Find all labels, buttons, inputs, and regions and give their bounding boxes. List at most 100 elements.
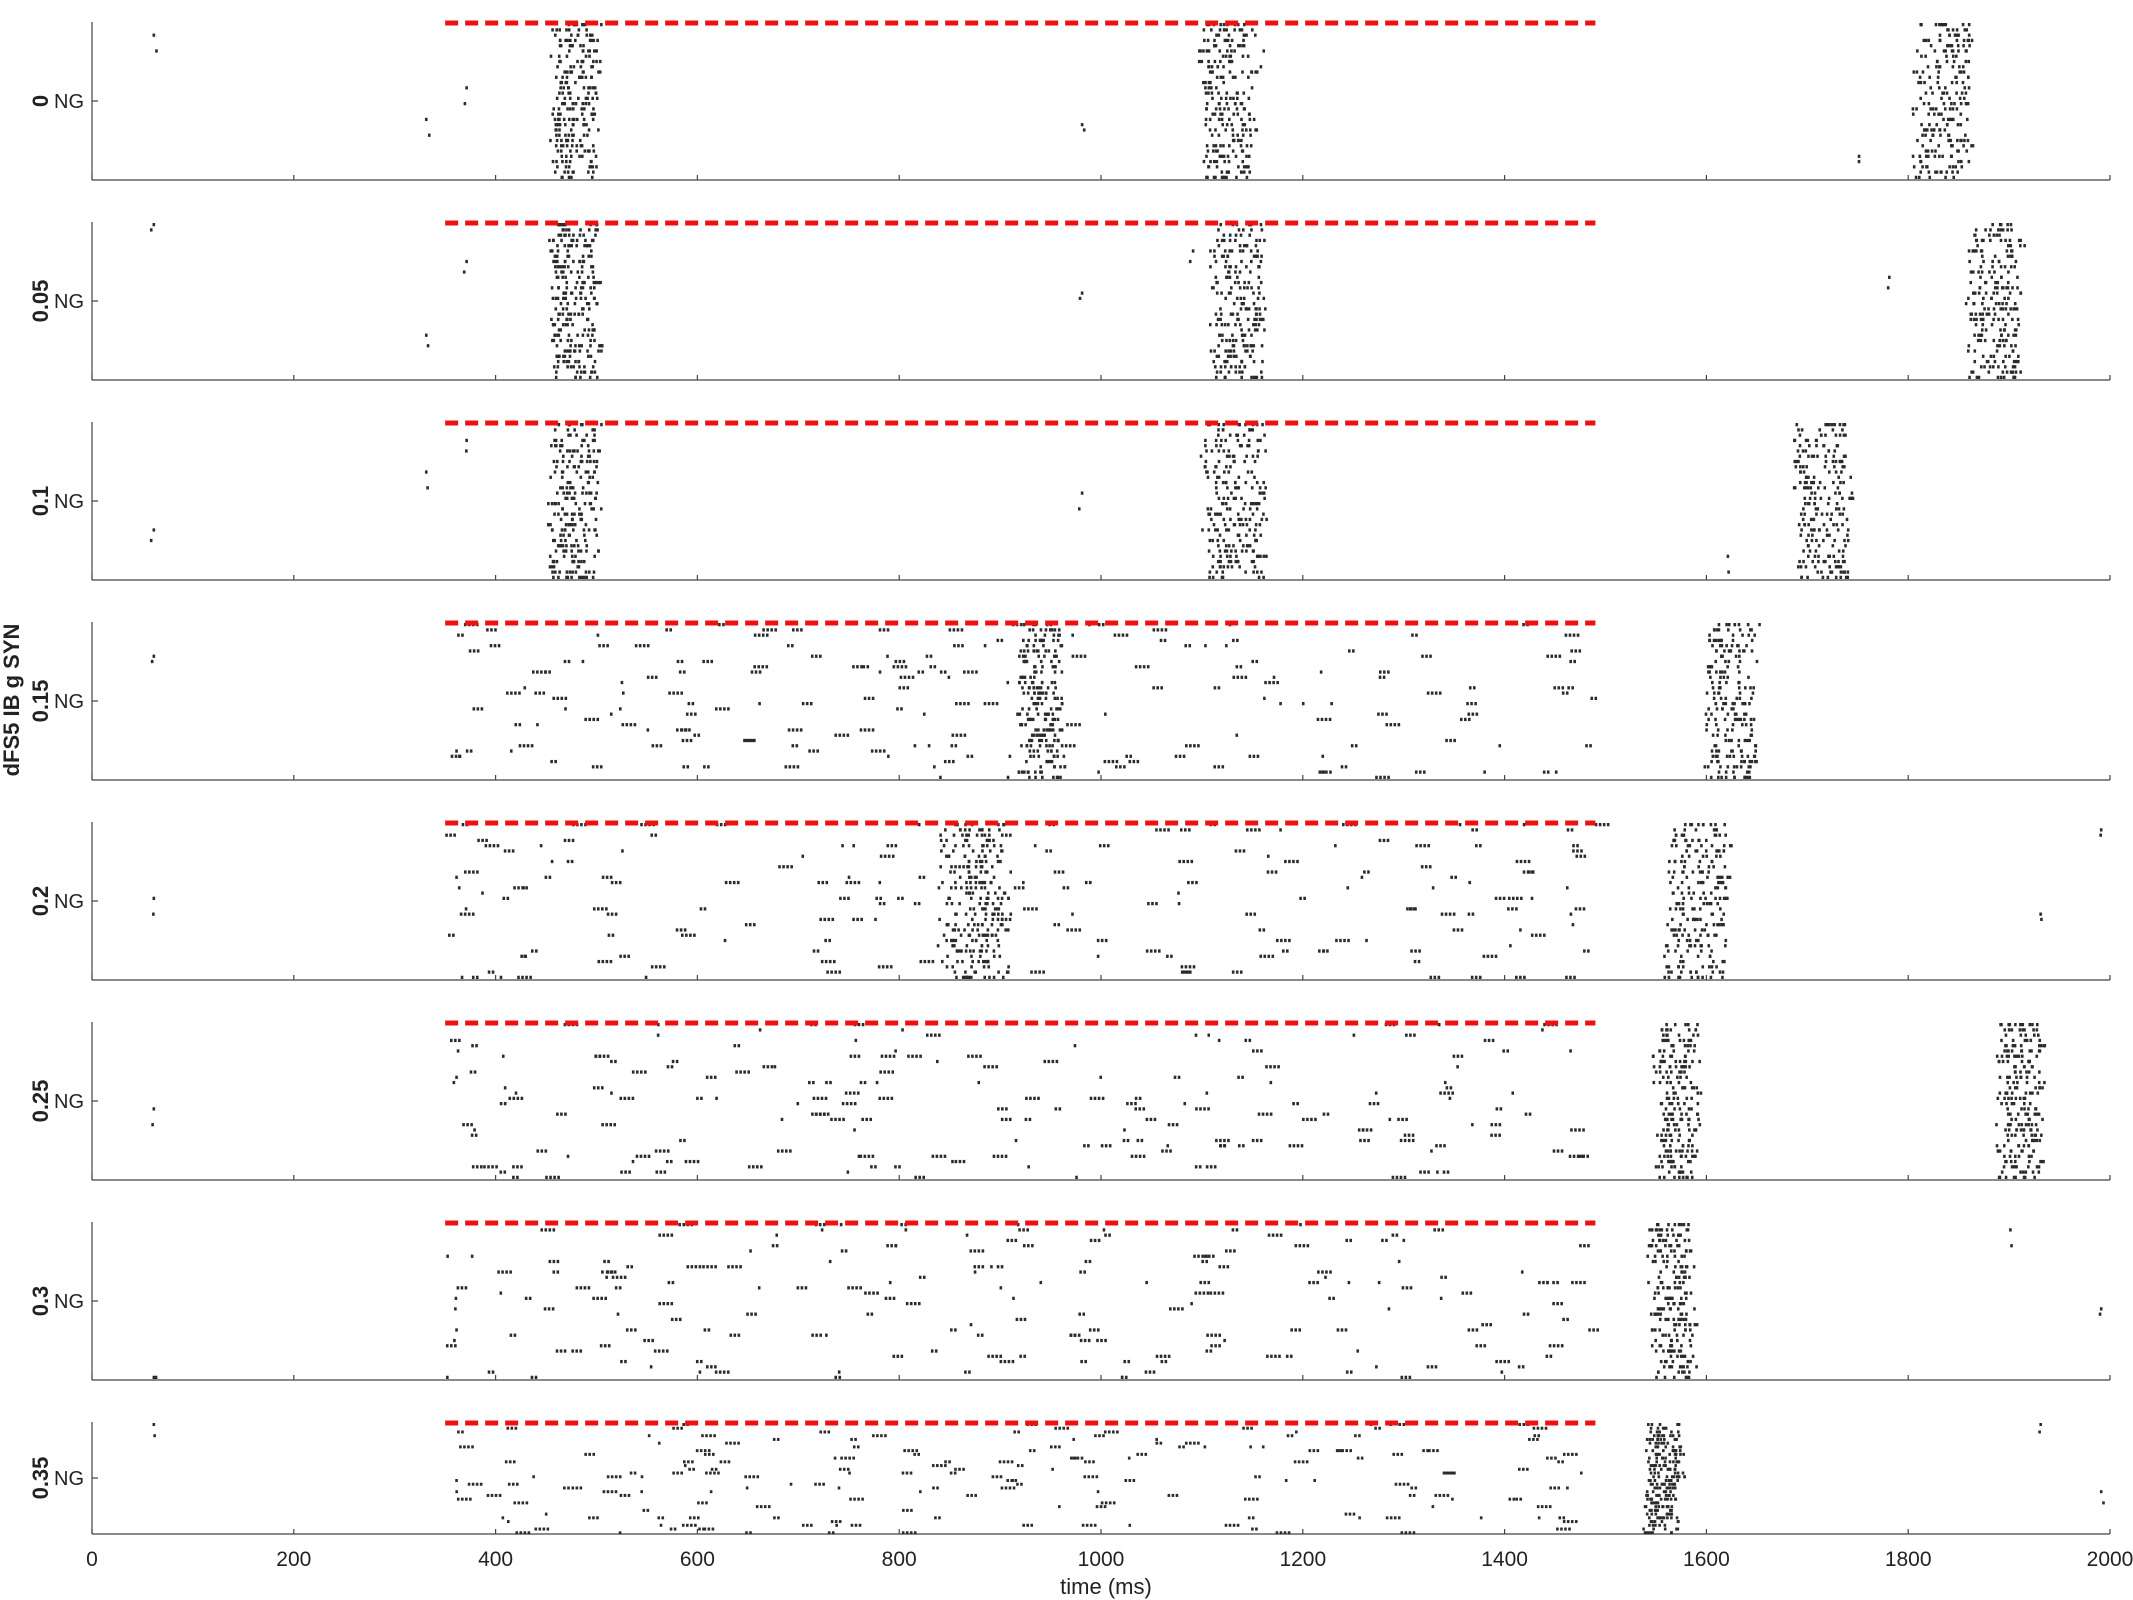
spike-mark bbox=[1991, 265, 1994, 269]
spike-mark bbox=[1421, 654, 1424, 658]
spike-mark bbox=[1219, 365, 1223, 369]
spike-mark bbox=[1749, 717, 1753, 722]
spike-mark bbox=[2014, 333, 2018, 337]
spike-mark bbox=[1265, 554, 1268, 558]
spike-mark bbox=[1975, 317, 1978, 322]
spike-mark bbox=[1830, 423, 1834, 427]
spike-mark bbox=[560, 475, 564, 479]
spike-mark bbox=[516, 1175, 519, 1179]
spike-mark bbox=[2038, 1044, 2041, 1048]
spike-mark bbox=[983, 644, 987, 648]
spike-mark bbox=[595, 59, 598, 64]
spike-mark bbox=[453, 833, 456, 837]
spike-mark bbox=[566, 107, 569, 111]
spike-mark bbox=[808, 1080, 811, 1085]
spike-mark bbox=[1242, 333, 1246, 337]
spike-mark bbox=[1675, 1123, 1679, 1127]
spike-mark bbox=[1715, 723, 1718, 727]
spike-mark bbox=[2002, 328, 2006, 332]
spike-mark bbox=[514, 723, 518, 727]
spike-mark bbox=[1004, 928, 1007, 932]
spike-mark bbox=[1274, 870, 1278, 874]
spike-mark bbox=[465, 749, 469, 753]
spike-mark bbox=[709, 1075, 713, 1079]
spike-mark bbox=[590, 238, 594, 243]
spike-mark bbox=[1695, 849, 1699, 853]
spike-mark bbox=[1655, 1223, 1659, 1227]
spike-mark bbox=[1701, 965, 1705, 969]
spike-mark bbox=[586, 470, 590, 474]
spike-mark bbox=[1228, 70, 1232, 74]
spike-mark bbox=[2022, 1065, 2026, 1069]
spike-mark bbox=[1809, 486, 1813, 490]
spike-mark bbox=[1083, 654, 1087, 658]
spike-mark bbox=[1241, 54, 1245, 58]
spike-mark bbox=[597, 128, 600, 132]
spike-mark bbox=[1810, 538, 1814, 543]
spike-mark bbox=[535, 949, 538, 953]
spike-mark bbox=[565, 75, 569, 79]
spike-mark bbox=[890, 1096, 894, 1100]
spike-mark bbox=[557, 54, 561, 58]
spike-mark bbox=[1723, 823, 1727, 827]
spike-mark bbox=[591, 117, 595, 122]
spike-mark bbox=[1080, 123, 1084, 127]
spike-mark bbox=[559, 444, 562, 448]
spike-mark bbox=[878, 902, 882, 906]
spike-mark bbox=[2035, 1023, 2039, 1027]
spike-mark bbox=[1722, 912, 1725, 916]
spike-mark bbox=[1467, 712, 1471, 716]
spike-mark bbox=[594, 91, 598, 95]
spike-mark bbox=[1681, 1144, 1685, 1148]
spike-mark bbox=[1744, 723, 1748, 727]
spike-mark bbox=[580, 59, 584, 64]
spike-mark bbox=[585, 549, 588, 553]
spike-mark bbox=[1226, 154, 1230, 158]
spike-mark bbox=[1724, 886, 1728, 890]
spike-mark bbox=[1804, 475, 1808, 479]
spike-mark bbox=[2028, 1102, 2032, 1106]
spike-mark bbox=[1721, 880, 1725, 885]
spike-mark bbox=[1982, 238, 1985, 243]
spike-mark bbox=[578, 233, 582, 237]
spike-mark bbox=[856, 917, 859, 922]
spike-mark bbox=[561, 454, 565, 458]
spike-mark bbox=[609, 1123, 612, 1127]
spike-mark bbox=[1365, 1128, 1369, 1132]
spike-mark bbox=[1822, 559, 1826, 564]
spike-mark bbox=[1234, 559, 1238, 564]
spike-mark bbox=[635, 1154, 639, 1158]
spike-mark bbox=[1048, 744, 1051, 748]
spike-mark bbox=[1676, 1096, 1680, 1100]
spike-mark bbox=[1055, 654, 1058, 658]
spike-mark bbox=[1252, 359, 1256, 364]
spike-mark bbox=[960, 628, 964, 632]
spike-mark bbox=[1236, 512, 1240, 516]
spike-mark bbox=[1851, 496, 1855, 500]
spike-mark bbox=[1572, 844, 1575, 848]
spike-mark bbox=[1043, 654, 1046, 658]
spike-mark bbox=[1698, 907, 1702, 911]
spike-mark bbox=[1251, 512, 1255, 516]
spike-mark bbox=[1217, 1038, 1221, 1043]
spike-mark bbox=[949, 870, 952, 874]
spike-mark bbox=[573, 302, 577, 306]
spike-mark bbox=[2006, 228, 2009, 232]
spike-mark bbox=[1726, 728, 1729, 732]
spike-mark bbox=[2003, 1154, 2006, 1158]
spike-mark bbox=[1520, 896, 1523, 900]
spike-mark bbox=[1710, 759, 1713, 764]
spike-mark bbox=[1801, 449, 1805, 453]
spike-mark bbox=[1997, 1149, 2000, 1153]
spike-mark bbox=[1023, 675, 1027, 679]
spike-mark bbox=[577, 96, 580, 100]
spike-mark bbox=[1255, 480, 1259, 485]
spike-mark bbox=[588, 244, 592, 248]
spike-mark bbox=[1449, 738, 1452, 743]
spike-mark bbox=[1329, 770, 1332, 774]
spike-mark bbox=[556, 365, 560, 369]
spike-mark bbox=[954, 1159, 958, 1164]
spike-mark bbox=[967, 975, 971, 979]
spike-mark bbox=[155, 49, 158, 53]
spike-mark bbox=[1959, 123, 1963, 127]
